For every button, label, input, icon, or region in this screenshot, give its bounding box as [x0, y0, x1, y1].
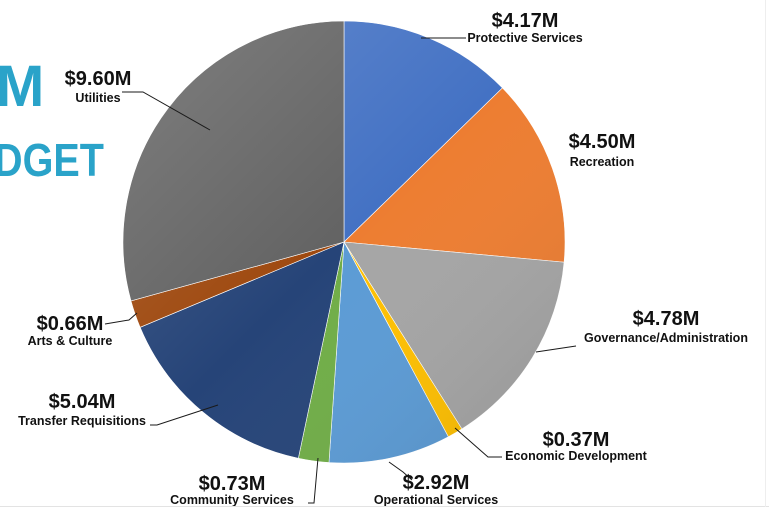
value-label: $0.66M: [37, 313, 104, 335]
category-label: Governance/Administration: [584, 331, 748, 345]
category-label: Protective Services: [467, 31, 582, 45]
category-label: Community Services: [170, 493, 294, 507]
title-fragment-budget: DGET: [0, 134, 104, 186]
value-label: $2.92M: [403, 472, 470, 494]
bottom-rule: [0, 506, 769, 507]
value-label: $4.50M: [569, 131, 636, 153]
value-label: $5.04M: [49, 391, 116, 413]
leader-line: [535, 345, 577, 353]
leader-line: [104, 312, 138, 325]
category-label: Arts & Culture: [28, 334, 113, 348]
leader-line: [388, 461, 413, 481]
value-label: $4.17M: [492, 10, 559, 32]
leader-line: [150, 404, 219, 426]
category-label: Utilities: [75, 91, 120, 105]
leader-line: [308, 457, 319, 504]
leader-line: [122, 91, 211, 131]
category-label: Operational Services: [374, 493, 498, 507]
value-label: $0.37M: [543, 429, 610, 451]
category-label: Transfer Requisitions: [18, 414, 146, 428]
category-label: Recreation: [570, 155, 635, 169]
value-label: $4.78M: [633, 308, 700, 330]
value-label: $0.73M: [199, 473, 266, 495]
value-label: $9.60M: [65, 68, 132, 90]
right-edge-rule: [765, 0, 766, 507]
leader-line: [454, 427, 502, 458]
title-fragment-top: M: [0, 54, 45, 119]
category-label: Economic Development: [505, 449, 648, 463]
